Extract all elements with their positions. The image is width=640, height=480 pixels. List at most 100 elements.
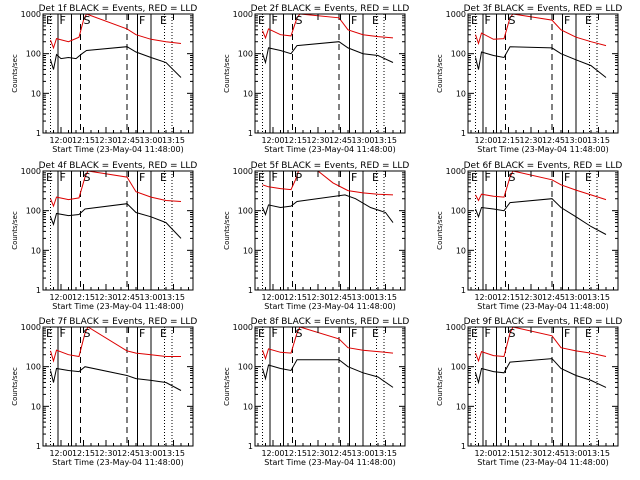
lld-series-line bbox=[475, 171, 607, 202]
y-tick-label: 100 bbox=[26, 50, 41, 59]
x-tick-label: 12:45 bbox=[542, 449, 565, 458]
region-label: E bbox=[160, 327, 167, 340]
x-axis-label: Start Time (23-May-04 11:48:00) bbox=[264, 145, 395, 154]
region-label: E bbox=[372, 327, 379, 340]
x-tick-label: 12:45 bbox=[329, 293, 352, 302]
region-label: S bbox=[509, 171, 516, 184]
x-tick-label: 12:15 bbox=[72, 293, 95, 302]
events-series-line bbox=[50, 203, 182, 239]
panel-title: Det 6f BLACK = Events, RED = LLD bbox=[464, 161, 623, 171]
x-tick-label: 12:45 bbox=[117, 293, 140, 302]
region-label: E bbox=[471, 171, 478, 184]
x-tick-label: 12:15 bbox=[497, 293, 520, 302]
region-label: S bbox=[296, 327, 303, 340]
y-axis-label: Counts/sec bbox=[436, 211, 444, 250]
y-tick-label: 10 bbox=[456, 246, 466, 255]
panel-title: Det 4f BLACK = Events, RED = LLD bbox=[39, 161, 198, 171]
x-tick-label: 13:00 bbox=[139, 449, 162, 458]
y-tick-label: 10 bbox=[243, 89, 253, 98]
region-label: F bbox=[351, 14, 357, 27]
y-tick-label: 1 bbox=[461, 442, 466, 451]
y-tick-label: 100 bbox=[26, 363, 41, 372]
x-tick-label: 12:15 bbox=[497, 449, 520, 458]
y-tick-label: 100 bbox=[451, 50, 466, 59]
region-label: F bbox=[485, 14, 491, 27]
x-tick-label: 13:15 bbox=[162, 293, 185, 302]
x-tick-label: 13:00 bbox=[139, 293, 162, 302]
region-label: S bbox=[84, 327, 91, 340]
plot-frame bbox=[254, 170, 406, 291]
events-series-line bbox=[262, 359, 394, 388]
y-tick-label: 10 bbox=[456, 89, 466, 98]
region-label: E bbox=[585, 14, 592, 27]
region-label: F bbox=[60, 171, 66, 184]
x-tick-label: 12:15 bbox=[284, 136, 307, 145]
lld-series-line bbox=[262, 171, 394, 196]
events-series-line bbox=[262, 41, 394, 65]
y-tick-label: 100 bbox=[26, 207, 41, 216]
x-tick-label: 12:45 bbox=[329, 136, 352, 145]
y-tick-label: 1000 bbox=[446, 167, 466, 176]
y-tick-label: 1000 bbox=[233, 10, 253, 19]
x-tick-label: 13:15 bbox=[587, 449, 610, 458]
lld-series-line bbox=[475, 327, 607, 363]
x-tick-label: 12:45 bbox=[329, 449, 352, 458]
x-tick-label: 13:15 bbox=[587, 293, 610, 302]
x-tick-label: 12:15 bbox=[284, 293, 307, 302]
y-tick-label: 10 bbox=[31, 89, 41, 98]
x-tick-label: 13:15 bbox=[374, 136, 397, 145]
lld-series-line bbox=[50, 171, 182, 208]
plot-frame bbox=[42, 13, 194, 134]
y-axis-label: Counts/sec bbox=[223, 211, 231, 250]
y-tick-label: 1 bbox=[461, 286, 466, 295]
x-axis-label: Start Time (23-May-04 11:48:00) bbox=[52, 302, 183, 311]
region-label: F bbox=[564, 14, 570, 27]
region-label: F bbox=[139, 14, 145, 27]
plot-frame bbox=[42, 326, 194, 447]
plot-frame bbox=[254, 13, 406, 134]
y-axis-label: Counts/sec bbox=[11, 54, 19, 93]
y-tick-label: 100 bbox=[238, 207, 253, 216]
region-label: F bbox=[485, 327, 491, 340]
y-axis-label: Counts/sec bbox=[11, 367, 19, 406]
y-tick-label: 100 bbox=[238, 50, 253, 59]
region-label: F bbox=[564, 327, 570, 340]
y-tick-label: 1000 bbox=[21, 323, 41, 332]
region-label: F bbox=[60, 327, 66, 340]
plot-frame bbox=[467, 326, 619, 447]
x-tick-label: 12:15 bbox=[72, 449, 95, 458]
panel-title: Det 8f BLACK = Events, RED = LLD bbox=[251, 317, 410, 327]
plot-frame bbox=[467, 170, 619, 291]
panel-title: Det 9f BLACK = Events, RED = LLD bbox=[464, 317, 623, 327]
x-tick-label: 13:15 bbox=[374, 449, 397, 458]
x-tick-label: 12:30 bbox=[306, 293, 329, 302]
region-label: E bbox=[372, 171, 379, 184]
x-tick-label: 12:15 bbox=[497, 136, 520, 145]
panel-title: Det 5f BLACK = Events, RED = LLD bbox=[251, 161, 410, 171]
x-tick-label: 13:15 bbox=[374, 293, 397, 302]
region-label: F bbox=[272, 171, 278, 184]
region-label: F bbox=[272, 14, 278, 27]
y-axis-label: Counts/sec bbox=[223, 367, 231, 406]
x-tick-label: 12:45 bbox=[117, 449, 140, 458]
x-tick-label: 12:30 bbox=[519, 293, 542, 302]
x-tick-label: 12:30 bbox=[519, 449, 542, 458]
region-label: E bbox=[471, 327, 478, 340]
plot-frame bbox=[42, 170, 194, 291]
x-tick-label: 13:15 bbox=[162, 136, 185, 145]
region-label: F bbox=[485, 171, 491, 184]
x-tick-label: 12:15 bbox=[72, 136, 95, 145]
lld-series-line bbox=[50, 327, 181, 363]
y-tick-label: 10 bbox=[31, 246, 41, 255]
x-tick-label: 12:30 bbox=[94, 449, 117, 458]
y-axis-label: Counts/sec bbox=[436, 54, 444, 93]
region-label: E bbox=[46, 14, 53, 27]
y-axis-label: Counts/sec bbox=[436, 367, 444, 406]
x-tick-label: 12:30 bbox=[306, 449, 329, 458]
lld-series-line bbox=[475, 14, 607, 47]
